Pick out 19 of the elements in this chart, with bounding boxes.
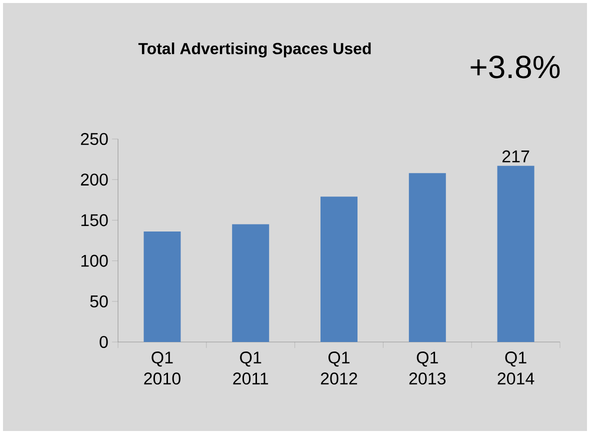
x-tick-label: Q1 2012	[320, 352, 358, 385]
bar	[408, 173, 446, 342]
data-label: 217	[502, 150, 530, 162]
text: +3.8%	[470, 56, 560, 78]
y-tick-label: 0	[100, 336, 108, 348]
bar	[232, 224, 270, 342]
x-tick-label: Q1 2010	[144, 352, 180, 385]
x-tick-label: Q1 2014	[498, 352, 534, 385]
y-tick-label: 250	[80, 132, 108, 146]
y-tick-label: 100	[81, 254, 108, 267]
y-tick-label: 150	[81, 214, 108, 226]
bar	[497, 166, 534, 342]
y-tick-label: 200	[80, 174, 108, 186]
x-tick-label: Q1 2011	[233, 352, 268, 385]
chart-title: Total Advertising Spaces Used	[138, 42, 371, 58]
x-tick-label: Q1 2013	[409, 352, 446, 385]
bar	[144, 232, 181, 342]
bar	[320, 196, 358, 342]
y-tick-label: 50	[90, 295, 108, 308]
